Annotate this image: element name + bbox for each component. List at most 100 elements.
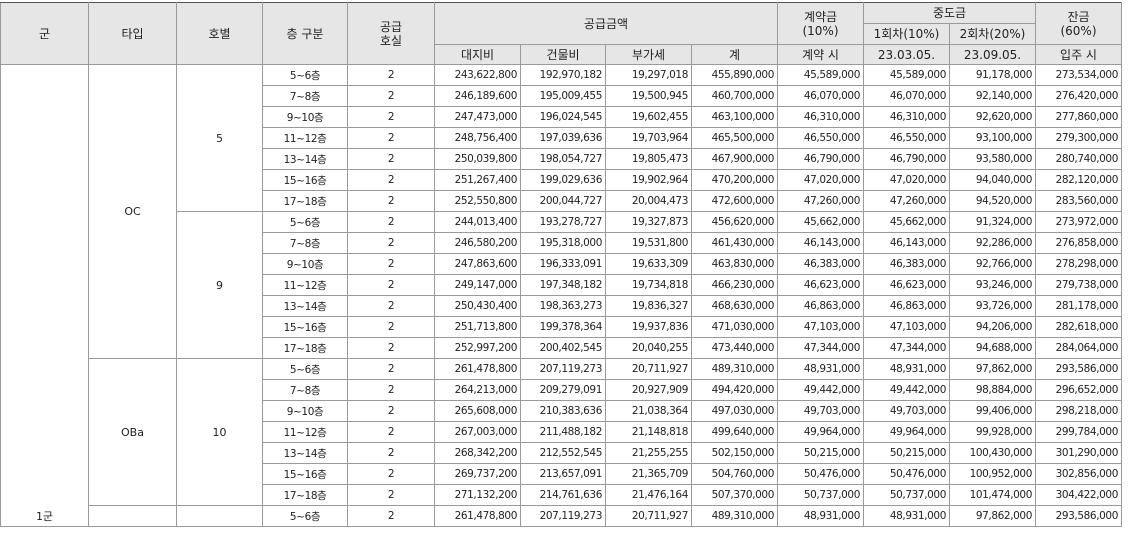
total-cell: 470,200,000 <box>691 169 778 191</box>
header-vat: 부가세 <box>605 44 692 65</box>
price-table: 군 타입 호별 층 구분 공급 호실 공급금액 계약금 (10%) 중도금 잔금… <box>0 2 1122 527</box>
vat-cell: 19,327,873 <box>605 211 692 233</box>
count-cell: 2 <box>347 64 435 86</box>
floor-cell: 7~8층 <box>262 379 348 401</box>
contract-cell: 50,215,000 <box>777 442 864 464</box>
middle-2-cell: 94,520,000 <box>949 190 1036 212</box>
land-cost-cell: 268,342,200 <box>434 442 521 464</box>
total-cell: 467,900,000 <box>691 148 778 170</box>
middle-1-cell: 50,215,000 <box>863 442 950 464</box>
header-supply-units-line2: 호실 <box>379 33 403 48</box>
header-type: 타입 <box>88 2 177 65</box>
middle-2-cell: 99,406,000 <box>949 400 1036 422</box>
land-cost-cell: 252,550,800 <box>434 190 521 212</box>
building-cost-cell: 196,024,545 <box>520 106 606 128</box>
contract-cell: 46,623,000 <box>777 274 864 296</box>
balance-cell: 293,586,000 <box>1035 358 1122 380</box>
building-cost-cell: 196,333,091 <box>520 253 606 275</box>
middle-2-cell: 94,206,000 <box>949 316 1036 338</box>
building-cost-cell: 207,119,273 <box>520 505 606 527</box>
middle-1-cell: 45,589,000 <box>863 64 950 86</box>
middle-1-cell: 49,964,000 <box>863 421 950 443</box>
building-cost-cell: 212,552,545 <box>520 442 606 464</box>
middle-1-cell: 46,550,000 <box>863 127 950 149</box>
land-cost-cell: 243,622,800 <box>434 64 521 86</box>
balance-cell: 273,534,000 <box>1035 64 1122 86</box>
table-row: 1군 OC 5 5~6층 2 243,622,800 192,970,182 19,297,0… <box>0 64 1122 527</box>
header-middle-2: 2회차(20%) <box>949 23 1036 45</box>
count-cell: 2 <box>347 316 435 338</box>
building-cost-cell: 209,279,091 <box>520 379 606 401</box>
middle-2-cell: 92,766,000 <box>949 253 1036 275</box>
middle-2-cell: 100,952,000 <box>949 463 1036 485</box>
middle-2-cell: 93,580,000 <box>949 148 1036 170</box>
middle-2-cell: 99,928,000 <box>949 421 1036 443</box>
vat-cell: 19,531,800 <box>605 232 692 254</box>
header-supply-units-line1: 공급 <box>379 19 403 34</box>
count-cell: 2 <box>347 190 435 212</box>
middle-2-cell: 91,178,000 <box>949 64 1036 86</box>
land-cost-cell: 265,608,000 <box>434 400 521 422</box>
contract-cell: 47,020,000 <box>777 169 864 191</box>
total-cell: 473,440,000 <box>691 337 778 359</box>
vat-cell: 21,365,709 <box>605 463 692 485</box>
vat-cell: 19,703,964 <box>605 127 692 149</box>
count-cell: 2 <box>347 442 435 464</box>
building-cost-cell: 198,363,273 <box>520 295 606 317</box>
header-middle: 중도금 <box>863 2 1036 24</box>
table-row: 7~8층 2 264,213,000 209,279,091 20,927,909 494… <box>1 379 1122 401</box>
middle-1-cell: 46,623,000 <box>863 274 950 296</box>
middle-1-cell: 50,476,000 <box>863 463 950 485</box>
header-unit: 호별 <box>176 2 263 65</box>
count-cell: 2 <box>347 253 435 275</box>
land-cost-cell: 252,997,200 <box>434 337 521 359</box>
contract-cell: 49,442,000 <box>777 379 864 401</box>
building-cost-cell: 213,657,091 <box>520 463 606 485</box>
land-cost-cell: 247,863,600 <box>434 253 521 275</box>
count-cell: 2 <box>347 232 435 254</box>
balance-cell: 284,064,000 <box>1035 337 1122 359</box>
count-cell: 2 <box>347 295 435 317</box>
building-cost-cell: 199,029,636 <box>520 169 606 191</box>
header-balance-line2: (60%) <box>1060 23 1097 38</box>
total-cell: 461,430,000 <box>691 232 778 254</box>
total-cell: 497,030,000 <box>691 400 778 422</box>
middle-2-cell: 93,100,000 <box>949 127 1036 149</box>
contract-cell: 46,310,000 <box>777 106 864 128</box>
floor-cell: 17~18층 <box>262 337 348 359</box>
floor-cell: 7~8층 <box>262 85 348 107</box>
total-cell: 507,370,000 <box>691 484 778 506</box>
middle-1-cell: 48,931,000 <box>863 358 950 380</box>
balance-cell: 283,560,000 <box>1035 190 1122 212</box>
table-row: 9~10층 2 247,863,600 196,333,091 19,633,309 46… <box>1 253 1122 275</box>
table-row: OBa 10 5~6층 2 261,478,800 207,119,273 20,711,9… <box>1 358 1122 506</box>
land-cost-cell: 249,147,000 <box>434 274 521 296</box>
header-group: 군 <box>0 2 89 65</box>
contract-cell: 46,550,000 <box>777 127 864 149</box>
middle-2-cell: 92,140,000 <box>949 85 1036 107</box>
vat-cell: 19,902,964 <box>605 169 692 191</box>
vat-cell: 20,927,909 <box>605 379 692 401</box>
count-cell: 2 <box>347 484 435 506</box>
table-row: 11~12층 2 267,003,000 211,488,182 21,148,818 4… <box>1 421 1122 443</box>
balance-cell: 304,422,000 <box>1035 484 1122 506</box>
middle-2-cell: 97,862,000 <box>949 505 1036 527</box>
middle-1-cell: 46,070,000 <box>863 85 950 107</box>
table-body: 1군 OC 5 5~6층 2 243,622,800 192,970,182 19,297,0… <box>0 64 1122 527</box>
contract-cell: 46,863,000 <box>777 295 864 317</box>
floor-cell: 9~10층 <box>262 400 348 422</box>
table-row: 15~16층 2 251,713,800 199,378,364 19,937,836 4… <box>1 316 1122 338</box>
balance-cell: 276,858,000 <box>1035 232 1122 254</box>
header-contract-line2: (10%) <box>802 23 839 38</box>
count-cell: 2 <box>347 211 435 233</box>
header-contract-line1: 계약금 <box>803 9 838 24</box>
land-cost-cell: 246,580,200 <box>434 232 521 254</box>
middle-2-cell: 94,040,000 <box>949 169 1036 191</box>
total-cell: 455,890,000 <box>691 64 778 86</box>
balance-cell: 278,298,000 <box>1035 253 1122 275</box>
land-cost-cell: 251,713,800 <box>434 316 521 338</box>
header-balance-when: 입주 시 <box>1035 44 1122 65</box>
vat-cell: 19,297,018 <box>605 64 692 86</box>
type-cell: OBa <box>88 358 177 506</box>
middle-1-cell: 46,310,000 <box>863 106 950 128</box>
